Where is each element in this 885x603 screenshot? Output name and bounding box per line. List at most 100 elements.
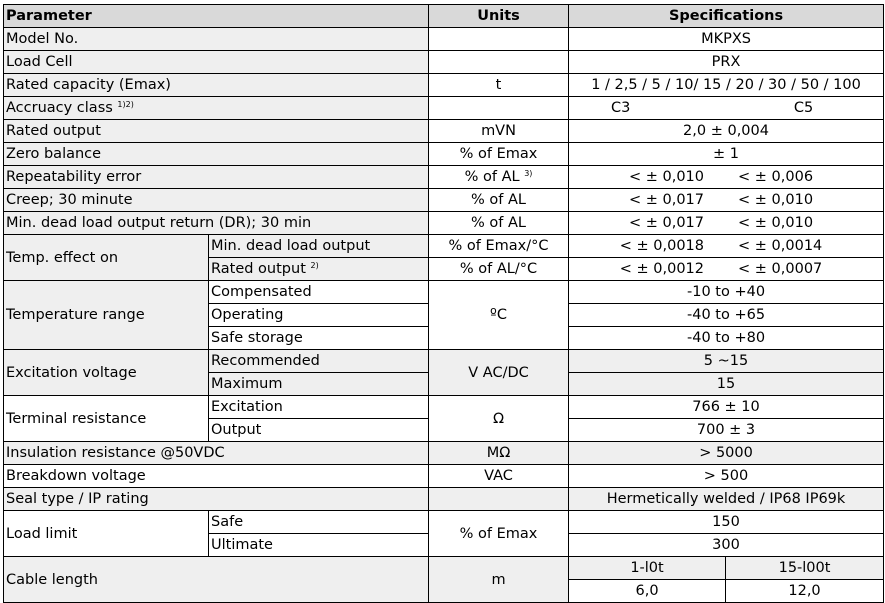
row-spec-cable-value-b: 12,0 bbox=[725, 579, 885, 603]
table-row: Insulation resistance @50VDC MΩ > 5000 bbox=[2, 441, 885, 465]
row-sublabel-rated: Rated output 2) bbox=[207, 257, 430, 281]
row-label-temp-effect: Temp. effect on bbox=[3, 234, 209, 281]
row-spec-terminal-output: 700 ± 3 bbox=[568, 418, 885, 442]
rated-c3: < ± 0,0012 bbox=[619, 261, 705, 277]
row-unit-terminal: Ω bbox=[428, 395, 570, 442]
row-spec-model: MKPXS bbox=[568, 27, 885, 51]
row-unit-min-dead: % of Emax/°C bbox=[428, 234, 570, 258]
row-sublabel-compensated: Compensated bbox=[207, 280, 430, 304]
row-label-insulation: Insulation resistance @50VDC bbox=[2, 441, 430, 465]
row-spec-dead-load: < ± 0,017 < ± 0,010 bbox=[568, 211, 885, 235]
creep-c5: < ± 0,010 bbox=[738, 192, 814, 208]
row-unit-capacity: t bbox=[428, 73, 570, 97]
row-label-accuracy: Accruacy class 1)2) bbox=[2, 96, 430, 120]
row-spec-compensated: -10 to +40 bbox=[568, 280, 885, 304]
table-row: Rated output 2) % of AL/°C < ± 0,0012 < ±… bbox=[4, 257, 885, 281]
rated-footnote: 2) bbox=[310, 261, 319, 270]
row-spec-recommended: 5 ~15 bbox=[568, 349, 885, 373]
header-row: Parameter Units Specifications bbox=[2, 4, 885, 28]
row-unit-creep: % of AL bbox=[428, 188, 570, 212]
table-row: Output 700 ± 3 bbox=[4, 418, 885, 442]
table-row: Creep; 30 minute % of AL < ± 0,017 < ± 0,… bbox=[2, 188, 885, 212]
row-label-terminal: Terminal resistance bbox=[3, 395, 209, 442]
table-row: 6,0 12,0 bbox=[4, 579, 885, 603]
row-sublabel-recommended: Recommended bbox=[207, 349, 430, 373]
header-parameter: Parameter bbox=[2, 4, 430, 28]
row-spec-repeatability: < ± 0,010 < ± 0,006 bbox=[568, 165, 885, 189]
row-unit-model bbox=[428, 27, 570, 51]
accuracy-c5: C5 bbox=[793, 100, 814, 116]
row-label-breakdown: Breakdown voltage bbox=[2, 464, 430, 488]
row-spec-accuracy: C3 C5 bbox=[568, 96, 885, 120]
row-spec-safe: 150 bbox=[568, 510, 885, 534]
row-spec-cable-value-a: 6,0 bbox=[568, 579, 727, 603]
row-unit-load-cell bbox=[428, 50, 570, 74]
row-spec-maximum: 15 bbox=[568, 372, 885, 396]
repeatability-c5: < ± 0,006 bbox=[738, 169, 814, 185]
row-unit-insulation: MΩ bbox=[428, 441, 570, 465]
row-unit-seal bbox=[428, 487, 570, 511]
row-label-seal: Seal type / IP rating bbox=[2, 487, 430, 511]
rated-c5: < ± 0,0007 bbox=[738, 261, 823, 277]
table-row: Load Cell PRX bbox=[2, 50, 885, 74]
accuracy-footnote: 1)2) bbox=[117, 100, 134, 109]
row-label-temp-range: Temperature range bbox=[3, 280, 209, 350]
row-spec-load-cell: PRX bbox=[568, 50, 885, 74]
row-unit-accuracy bbox=[428, 96, 570, 120]
row-unit-zero-balance: % of Emax bbox=[428, 142, 570, 166]
row-sublabel-ultimate: Ultimate bbox=[207, 533, 430, 557]
row-unit-repeatability: % of AL 3) bbox=[428, 165, 570, 189]
row-sublabel-terminal-excitation: Excitation bbox=[207, 395, 430, 419]
repeatability-unit-text: % of AL bbox=[464, 169, 520, 185]
row-label-model: Model No. bbox=[2, 27, 430, 51]
row-unit-dead-load: % of AL bbox=[428, 211, 570, 235]
table-row: Accruacy class 1)2) C3 C5 bbox=[2, 96, 885, 120]
repeatability-footnote: 3) bbox=[524, 169, 533, 178]
table-row: Ultimate 300 bbox=[4, 533, 885, 557]
repeatability-c3: < ± 0,010 bbox=[628, 169, 705, 185]
row-sublabel-safe: Safe bbox=[207, 510, 430, 534]
table-row: Operating -40 to +65 bbox=[4, 303, 885, 327]
row-label-repeatability: Repeatability error bbox=[2, 165, 430, 189]
row-spec-min-dead: < ± 0,0018 < ± 0,0014 bbox=[568, 234, 885, 258]
row-spec-operating: -40 to +65 bbox=[568, 303, 885, 327]
row-unit-rated-output: mVN bbox=[428, 119, 570, 143]
row-label-dead-load: Min. dead load output return (DR); 30 mi… bbox=[2, 211, 430, 235]
dead-load-c5: < ± 0,010 bbox=[738, 215, 814, 231]
row-label-load-limit: Load limit bbox=[3, 510, 209, 557]
row-spec-terminal-excitation: 766 ± 10 bbox=[568, 395, 885, 419]
row-spec-rated-output: 2,0 ± 0,004 bbox=[568, 119, 885, 143]
row-spec-cable-range-b: 15-l00t bbox=[725, 556, 885, 580]
table-row: Cable length m 1-l0t 15-l00t bbox=[2, 556, 885, 603]
table-row: Repeatability error % of AL 3) < ± 0,010… bbox=[2, 165, 885, 189]
accuracy-label-text: Accruacy class bbox=[6, 100, 113, 116]
specification-table: Parameter Units Specifications Model No.… bbox=[2, 4, 885, 603]
row-label-zero-balance: Zero balance bbox=[2, 142, 430, 166]
row-spec-safe-storage: -40 to +80 bbox=[568, 326, 885, 350]
row-sublabel-min-dead: Min. dead load output bbox=[207, 234, 430, 258]
min-dead-c3: < ± 0,0018 bbox=[619, 238, 705, 254]
row-spec-cable-range-a: 1-l0t bbox=[568, 556, 727, 580]
creep-c3: < ± 0,017 bbox=[628, 192, 705, 208]
row-sublabel-operating: Operating bbox=[207, 303, 430, 327]
table-row: Breakdown voltage VAC > 500 bbox=[2, 464, 885, 488]
row-spec-insulation: > 5000 bbox=[568, 441, 885, 465]
table-row: Temp. effect on Min. dead load output % … bbox=[3, 234, 885, 281]
row-spec-capacity: 1 / 2,5 / 5 / 10/ 15 / 20 / 30 / 50 / 10… bbox=[568, 73, 885, 97]
table-row: Min. dead load output return (DR); 30 mi… bbox=[2, 211, 885, 235]
row-label-creep: Creep; 30 minute bbox=[2, 188, 430, 212]
row-label-rated-output: Rated output bbox=[2, 119, 430, 143]
table-row: Maximum 15 bbox=[4, 372, 885, 396]
row-label-excitation: Excitation voltage bbox=[3, 349, 209, 396]
row-unit-temp-range: ºC bbox=[428, 280, 570, 350]
table-row: Terminal resistance Excitation Ω 766 ± 1… bbox=[3, 395, 885, 442]
row-unit-excitation: V AC/DC bbox=[428, 349, 570, 396]
table-row: Rated capacity (Emax) t 1 / 2,5 / 5 / 10… bbox=[2, 73, 885, 97]
table-row: Load limit Safe % of Emax 150 bbox=[3, 510, 885, 557]
row-sublabel-safe-storage: Safe storage bbox=[207, 326, 430, 350]
row-sublabel-maximum: Maximum bbox=[207, 372, 430, 396]
row-spec-ultimate: 300 bbox=[568, 533, 885, 557]
table-row: Excitation voltage Recommended V AC/DC 5… bbox=[3, 349, 885, 396]
header-units: Units bbox=[428, 4, 570, 28]
row-spec-zero-balance: ± 1 bbox=[568, 142, 885, 166]
